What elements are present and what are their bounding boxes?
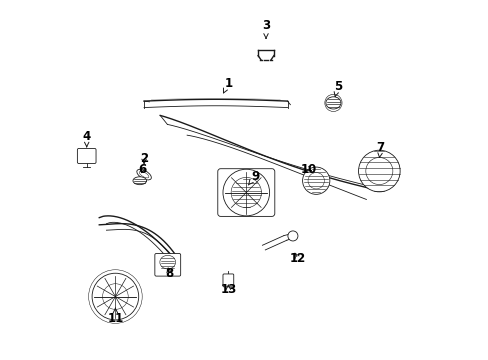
Ellipse shape bbox=[133, 177, 146, 185]
Text: 12: 12 bbox=[289, 252, 306, 265]
Text: 4: 4 bbox=[82, 130, 91, 147]
FancyBboxPatch shape bbox=[223, 274, 233, 287]
Text: 7: 7 bbox=[376, 141, 384, 158]
Text: 8: 8 bbox=[165, 267, 173, 280]
Circle shape bbox=[223, 169, 269, 216]
Text: 11: 11 bbox=[107, 308, 123, 325]
Text: 5: 5 bbox=[333, 80, 341, 96]
Ellipse shape bbox=[137, 169, 151, 180]
Ellipse shape bbox=[325, 97, 340, 109]
Circle shape bbox=[88, 270, 142, 323]
Text: 9: 9 bbox=[248, 170, 259, 185]
FancyBboxPatch shape bbox=[217, 169, 274, 216]
Circle shape bbox=[358, 150, 399, 192]
Text: 6: 6 bbox=[138, 163, 146, 176]
Text: 13: 13 bbox=[220, 283, 236, 296]
Text: 3: 3 bbox=[262, 19, 269, 38]
Circle shape bbox=[302, 167, 329, 194]
Text: 10: 10 bbox=[300, 163, 317, 176]
Text: 1: 1 bbox=[223, 77, 232, 93]
Text: 2: 2 bbox=[140, 152, 148, 165]
FancyBboxPatch shape bbox=[77, 148, 96, 163]
FancyBboxPatch shape bbox=[155, 253, 180, 276]
Circle shape bbox=[287, 231, 297, 241]
